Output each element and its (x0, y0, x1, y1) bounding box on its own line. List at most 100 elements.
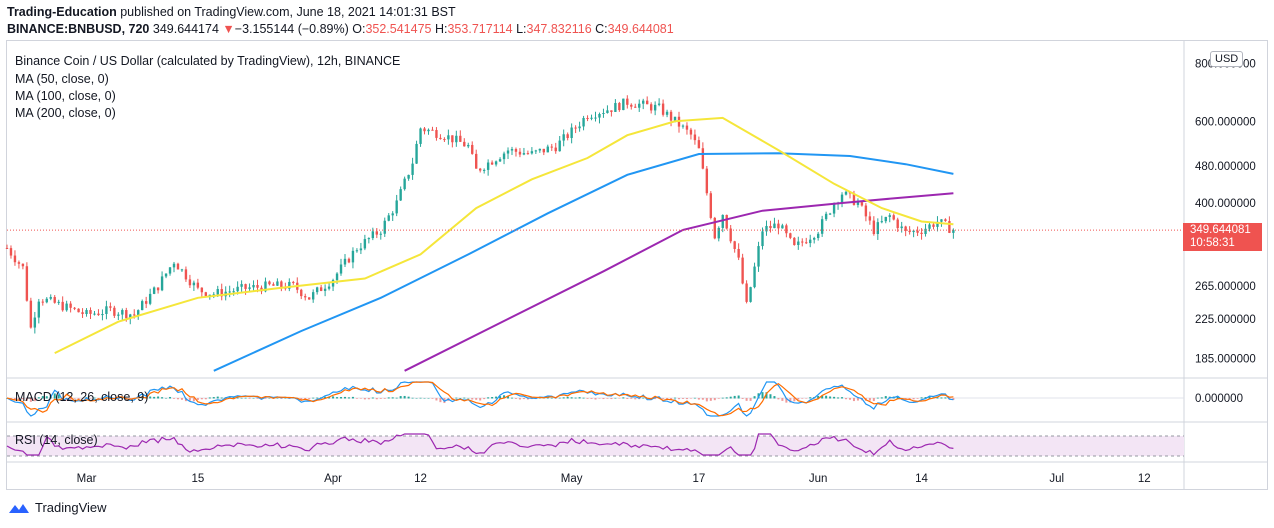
macd-histogram-bar (375, 398, 378, 400)
candle-body (29, 300, 33, 328)
legend-ma50[interactable]: MA (50, close, 0) (15, 72, 109, 86)
macd-histogram-bar (316, 397, 319, 399)
candle-body (598, 113, 601, 118)
macd-histogram-bar (630, 398, 633, 399)
candle-body (148, 293, 152, 304)
candle-body (463, 141, 466, 147)
x-tick-label: 15 (191, 473, 204, 485)
macd-histogram-bar (829, 396, 832, 399)
macd-histogram-bar (455, 397, 458, 399)
macd-histogram-bar (264, 398, 267, 399)
macd-histogram-bar (495, 396, 498, 399)
candle-body (940, 219, 943, 222)
candle-body (721, 214, 724, 228)
macd-histogram-bar (765, 392, 768, 399)
candle-body (892, 215, 895, 220)
macd-histogram-bar (514, 398, 517, 399)
macd-histogram-bar (674, 397, 677, 399)
candle-body (745, 283, 748, 302)
candle-body (9, 248, 13, 256)
macd-histogram-bar (558, 397, 561, 399)
macd-histogram-bar (415, 398, 418, 399)
candle-body (21, 263, 25, 267)
candle-body (948, 221, 951, 233)
candle-body (308, 297, 311, 300)
x-tick-label: 14 (915, 473, 928, 485)
macd-histogram-bar (232, 397, 235, 399)
macd-histogram-bar (475, 398, 478, 400)
y-tick-label: 225.000000 (1195, 314, 1256, 326)
candle-body (65, 303, 68, 311)
last-price-label: 349.644081 10:58:31 (1183, 223, 1262, 251)
candle-body (459, 135, 462, 142)
candle-body (570, 127, 573, 139)
candle-body (101, 314, 104, 316)
candle-body (582, 117, 585, 127)
macd-histogram-bar (371, 397, 374, 399)
legend-ma100[interactable]: MA (100, close, 0) (15, 89, 116, 103)
macd-histogram-bar (618, 398, 621, 399)
candle-body (73, 307, 76, 309)
macd-histogram-bar (733, 395, 736, 399)
macd-histogram-bar (121, 397, 124, 399)
candle-body (228, 291, 231, 293)
publish-info: Trading-Education published on TradingVi… (7, 5, 456, 19)
macd-histogram-bar (685, 398, 688, 400)
candle-body (5, 247, 9, 249)
tradingview-brand[interactable]: TradingView (8, 500, 107, 515)
legend-rsi[interactable]: RSI (14, close) (15, 433, 98, 447)
macd-histogram-bar (705, 398, 708, 402)
macd-histogram-bar (212, 397, 215, 399)
candle-body (912, 230, 915, 233)
macd-histogram-bar (610, 398, 613, 400)
candle-body (355, 250, 359, 252)
candle-body (645, 100, 649, 105)
candle-body (152, 287, 156, 294)
macd-histogram-bar (41, 396, 44, 399)
last-price-label-value: 349.644081 (1190, 224, 1251, 236)
macd-histogram-bar (304, 398, 307, 400)
candle-body (697, 140, 701, 149)
macd-histogram-bar (944, 397, 947, 399)
candle-body (276, 281, 279, 286)
change-value: −3.155144 (−0.89%) (234, 22, 349, 36)
low-value: 347.832116 (526, 22, 592, 36)
macd-histogram-bar (65, 398, 68, 401)
macd-histogram-bar (546, 397, 549, 399)
macd-histogram-bar (729, 396, 732, 399)
macd-histogram-bar (522, 398, 525, 400)
candle-body (813, 238, 816, 240)
candle-body (391, 213, 394, 216)
macd-histogram-bar (89, 398, 92, 399)
macd-histogram-bar (598, 398, 601, 399)
candle-body (805, 242, 808, 244)
candle-body (558, 140, 561, 152)
macd-histogram-bar (57, 394, 60, 399)
candle-body (622, 98, 625, 111)
macd-histogram-bar (789, 398, 792, 403)
candle-body (928, 224, 931, 229)
candle-body (514, 149, 518, 152)
macd-histogram-bar (192, 398, 195, 402)
candle-body (77, 308, 80, 313)
macd-histogram-bar (805, 398, 808, 399)
candle-body (220, 289, 223, 297)
currency-badge[interactable]: USD (1210, 51, 1244, 67)
legend-ma200[interactable]: MA (200, close, 0) (15, 106, 116, 120)
candle-body (359, 248, 363, 251)
macd-histogram-bar (817, 395, 820, 399)
chart-frame[interactable] (6, 40, 1268, 490)
candle-body (482, 169, 486, 171)
legend-macd[interactable]: MACD (12, 26, close, 9) (15, 390, 149, 404)
candle-body (343, 258, 347, 265)
candle-body (797, 241, 800, 245)
candle-body (431, 129, 434, 131)
candle-body (351, 250, 355, 263)
candle-body (498, 159, 502, 162)
macd-histogram-bar (681, 398, 684, 399)
candle-body (69, 303, 72, 308)
candle-body (801, 241, 804, 243)
candle-body (717, 227, 720, 239)
macd-histogram-bar (562, 397, 565, 399)
